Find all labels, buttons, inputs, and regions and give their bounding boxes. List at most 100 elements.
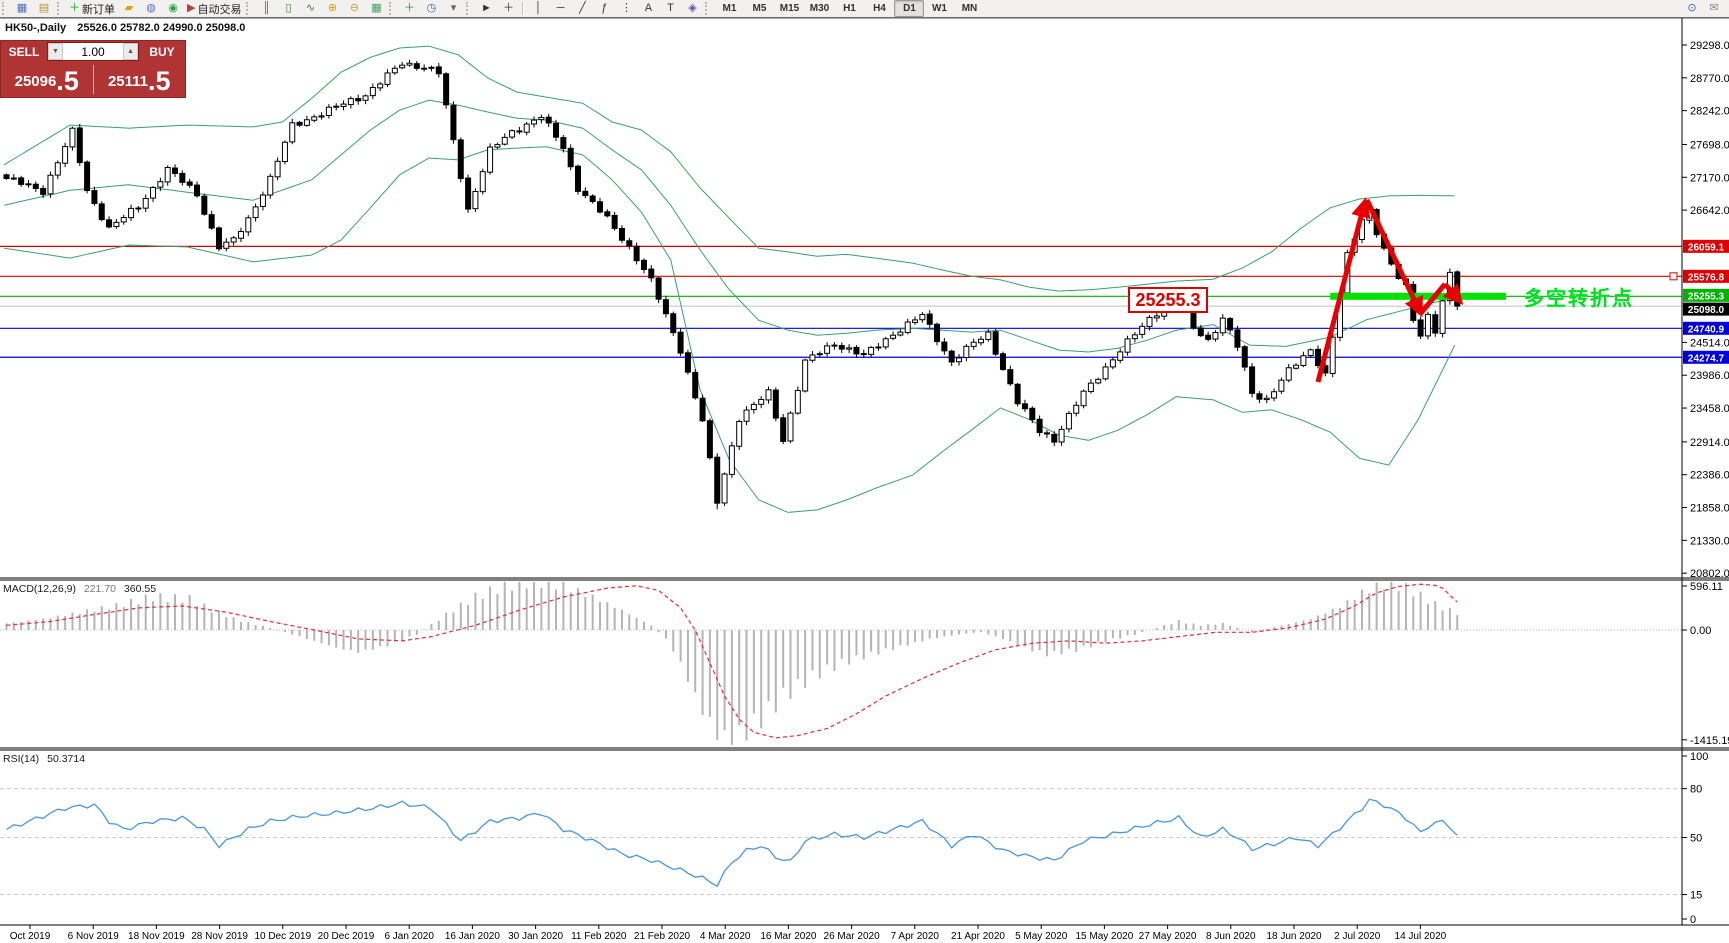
horizontal-line-icon[interactable]: ─ [549,0,571,17]
toolbar-grip [466,2,473,15]
cycle-lines-icon[interactable]: ⋮ [615,0,637,17]
price-tick-label: 27170.0 [1690,172,1729,184]
rsi-tick-label: 15 [1690,890,1702,902]
price-tick-label: 29298.0 [1690,40,1729,52]
toolbar-separator [522,2,525,15]
timeframe-mn-button[interactable]: MN [961,3,978,14]
new-order-button[interactable]: ＋新订单 [66,0,118,17]
line-handle[interactable] [1669,272,1678,281]
timeframe-h1-button[interactable]: H1 [843,3,856,14]
text-icon[interactable]: A [637,0,659,17]
date-tick-label: 6 Nov 2019 [68,931,120,942]
sell-price[interactable]: 25096 .5 [1,62,93,97]
date-tick-label: 14 Jul 2020 [1395,931,1447,942]
pivot-highlight-bar[interactable] [1330,292,1507,300]
zoom-out-icon[interactable]: ⊖ [343,0,365,17]
bar-chart-type-icon[interactable]: ║ [255,0,277,17]
deposit-gold-icon: ▰ [124,2,134,14]
price-axis[interactable]: 29298.0 28770.0 28242.0 27698.0 27170.0 26642… [1682,40,1729,926]
date-tick-label: 28 Nov 2019 [191,931,248,942]
rsi-panel [0,788,1682,896]
rsi-tick-label: 80 [1690,784,1702,796]
macd-tick-label: 0.00 [1690,625,1711,637]
trend-arrow-0[interactable] [1315,197,1371,383]
date-tick-label: 8 Jun 2020 [1206,931,1256,942]
volume-value[interactable]: 1.00 [81,44,105,59]
community-icon: ◍ [146,2,156,14]
pivot-price-annotation[interactable]: 25255.3 [1128,287,1208,313]
community-icon[interactable]: ◍ [140,0,162,17]
price-tick-label: 26642.0 [1690,205,1729,217]
timeframe-d1-button[interactable]: D1 [894,0,925,17]
line-chart-type-icon: ∿ [305,2,316,14]
fibonacci-icon[interactable]: ƒ [593,0,615,17]
date-tick-label: 20 Dec 2019 [318,931,375,942]
indicators-icon: ＋ [403,2,415,14]
sell-price-main: 25096 [14,73,57,90]
timeframe-m15-button[interactable]: M15 [779,3,800,14]
templates-icon[interactable]: ▾ [442,0,464,17]
symbol-period-label: HK50-,Daily [5,22,67,34]
pivot-cn-annotation[interactable]: 多空转折点 [1524,288,1634,310]
trendline-icon[interactable]: ╱ [571,0,593,17]
cursor-icon[interactable]: ► [475,0,497,17]
autotrading-button[interactable]: ▶ 自动交易 [184,0,244,17]
profiles-icon[interactable]: ▤ [33,0,55,17]
timeframe-h4-button[interactable]: H4 [873,3,886,14]
volume-increase-button[interactable]: ▲ [123,43,138,60]
search-icon[interactable]: ⊙ [1681,0,1703,17]
autotrading-button: ▶ [187,2,196,14]
date-tick-label: 30 Jan 2020 [508,931,563,942]
autotrading-button-label: 自动交易 [197,3,242,16]
crosshair-icon[interactable]: ＋ [497,0,519,17]
candle-chart-type-icon[interactable]: ▯ [277,0,299,17]
macd-tick-label: -1415.19 [1690,735,1729,747]
vertical-line-icon[interactable]: │ [527,0,549,17]
date-tick-label: 11 Feb 2020 [571,931,627,942]
bar-chart-type-icon: ║ [262,2,271,14]
date-tick-label: 21 Feb 2020 [634,931,691,942]
indicators-icon[interactable]: ＋ [398,0,420,17]
macd-main-value: 221.70 [83,583,116,595]
rsi-value: 50.3714 [47,753,86,765]
price-tick-label: 23986.0 [1690,370,1729,382]
volume-decrease-button[interactable]: ▼ [48,43,63,60]
buy-button[interactable]: BUY [139,41,185,62]
trend-arrow-3[interactable] [1442,282,1464,306]
cursor-icon: ► [481,2,492,14]
arrows-tool-icon[interactable]: ◈ [681,0,703,17]
trend-arrow-1[interactable] [1364,198,1423,318]
arrows-tool-icon: ◈ [688,2,697,14]
signals-icon[interactable]: ◉ [162,0,184,17]
line-chart-type-icon[interactable]: ∿ [299,0,321,17]
chat-icon[interactable]: ✉ [1703,0,1725,17]
rsi-line [6,798,1458,888]
zoom-in-icon[interactable]: ⊕ [321,0,343,17]
new-order-button: ＋ [69,2,80,14]
ohlc-values: 25526.0 25782.0 24990.0 25098.0 [77,22,246,34]
text-label-icon[interactable]: T [659,0,681,17]
toolbar-right: ⊙ ✉ [1681,0,1725,17]
macd-name: MACD(12,26,9) [3,583,76,595]
new-chart-icon[interactable]: ▦ [11,0,33,17]
tile-windows-icon[interactable]: ▦ [365,0,387,17]
buy-price[interactable]: 25111 .5 [94,62,186,97]
date-tick-label: 4 Mar 2020 [700,931,751,942]
periods-icon[interactable]: ◷ [420,0,442,17]
date-axis[interactable]: Oct 2019 6 Nov 2019 18 Nov 2019 28 Nov 2019… [10,925,1447,942]
timeframe-w1-button[interactable]: W1 [931,3,947,14]
date-tick-label: 10 Dec 2019 [254,931,311,942]
trend-arrow-2[interactable] [1419,282,1447,315]
price-divider [92,65,94,94]
deposit-gold-icon[interactable]: ▰ [118,0,140,17]
vertical-line-icon: │ [535,2,542,14]
timeframe-m30-button[interactable]: M30 [809,3,830,14]
sell-button[interactable]: SELL [1,41,47,62]
price-tick-label: 24514.0 [1690,337,1729,349]
date-tick-label: 16 Mar 2020 [760,931,817,942]
timeframe-m5-button[interactable]: M5 [752,3,767,14]
timeframe-m1-button[interactable]: M1 [722,3,737,14]
fibonacci-icon: ƒ [601,2,608,14]
main-toolbar: ▦ ▤ ＋新订单 ▰ ◍ ◉ ▶ 自动交易 ║ ▯ ∿ ⊕ ⊖ ▦ ＋ ◷ ▾ ► ＋ │ ─ ╱ ƒ ⋮ A T ◈ M1 M5 M15… [0,0,1729,18]
